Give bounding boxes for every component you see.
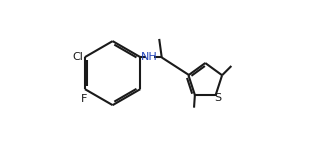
Text: S: S	[215, 93, 222, 103]
Text: NH: NH	[141, 52, 158, 62]
Text: F: F	[81, 94, 87, 104]
Text: Cl: Cl	[72, 52, 83, 62]
